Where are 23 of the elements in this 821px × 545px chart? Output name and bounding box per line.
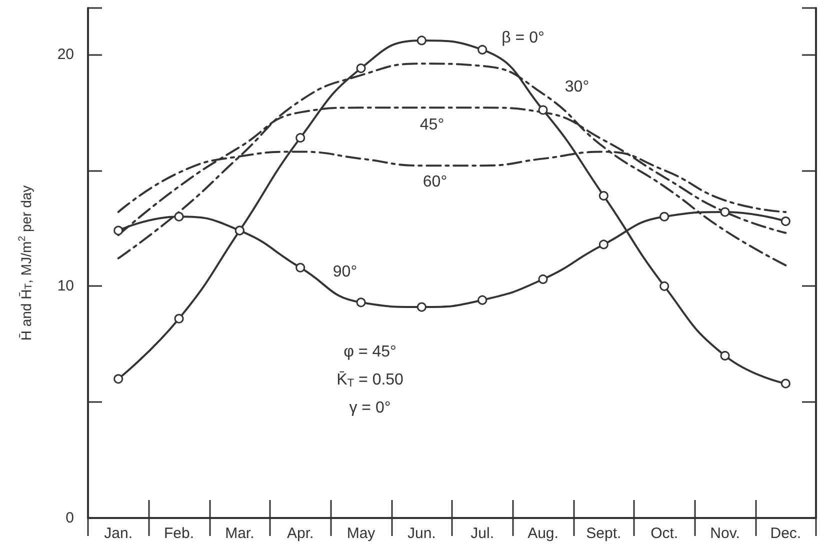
x-tick-label: Nov. (710, 525, 740, 542)
x-tick-label: Aug. (528, 525, 558, 542)
x-tick-label: Apr. (286, 525, 314, 542)
x-tick-label: Feb. (164, 525, 194, 542)
y-tick-label: 10 (57, 278, 74, 295)
x-tick-label: Jun. (407, 525, 436, 542)
x-tick-label: May (346, 525, 376, 542)
x-tick-label: Jul. (470, 525, 494, 542)
annotation: 45° (420, 116, 444, 134)
x-tick-label: Mar. (225, 525, 254, 542)
y-tick-label: 0 (66, 510, 74, 526)
y-tick-label: 20 (57, 46, 74, 63)
x-tick-label: Sept. (586, 525, 622, 542)
annotation: 90° (332, 264, 358, 280)
annotation: 60° (422, 174, 448, 190)
annotation: γ = 0° (349, 400, 391, 416)
annotation: β = 0° (502, 30, 544, 46)
x-tick-label: Jan. (104, 525, 133, 542)
annotation: φ = 45° (344, 344, 396, 360)
x-tick-label: Dec. (770, 525, 802, 542)
y-axis-title: H̄ and H̄T, MJ/m2 per day (17, 185, 34, 341)
annotation: 30° (564, 78, 590, 96)
x-tick-label: Oct. (650, 525, 678, 542)
